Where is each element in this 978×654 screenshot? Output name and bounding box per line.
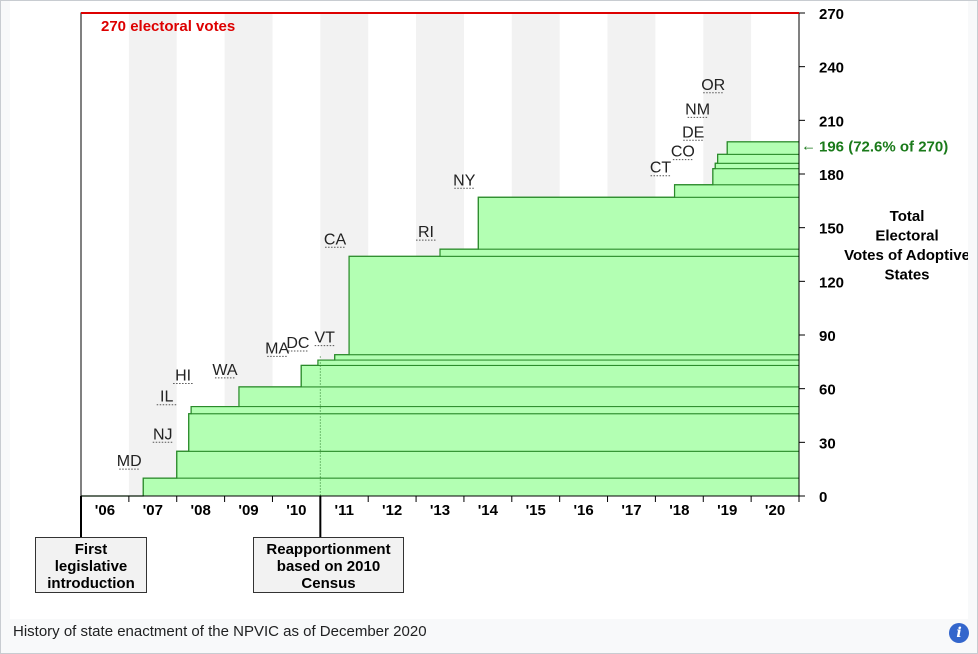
band-co: [712, 168, 800, 186]
y-axis-title-line: Votes of Adoptive: [844, 247, 968, 264]
state-label-nj: NJ: [153, 426, 173, 443]
year-stripe: [128, 13, 177, 496]
state-label-il: IL: [160, 389, 173, 406]
state-label-wa: WA: [212, 362, 238, 379]
y-tick-label: 240: [819, 60, 844, 77]
x-tick-label: '17: [621, 502, 641, 519]
cumulative-step-line: [81, 141, 799, 497]
current-arrow: ←: [801, 137, 816, 154]
state-label-hi: HI: [175, 368, 191, 385]
x-tick-label: '20: [765, 502, 785, 519]
current-value-label: 196 (72.6% of 270): [819, 138, 948, 155]
state-label-nm: NM: [685, 101, 710, 118]
band-md: [142, 477, 800, 497]
target-label: 270 electoral votes: [101, 18, 235, 35]
band-wa: [238, 386, 800, 408]
band-ca: [348, 255, 800, 356]
band-il: [188, 413, 800, 452]
callout-reapportionment: Reapportionment based on 2010 Census: [253, 537, 404, 593]
y-tick-label: 150: [819, 221, 844, 238]
state-label-vt: VT: [314, 330, 335, 347]
state-label-co: CO: [671, 144, 695, 161]
y-tick-label: 90: [819, 328, 836, 345]
y-axis-title-line: Electoral: [875, 228, 938, 245]
x-tick-label: '13: [430, 502, 450, 519]
band-de: [714, 162, 800, 170]
y-tick-label: 60: [819, 382, 836, 399]
state-label-ca: CA: [324, 231, 347, 248]
x-tick-label: '07: [143, 502, 163, 519]
y-tick-label: 120: [819, 274, 844, 291]
state-label-dc: DC: [286, 335, 309, 352]
y-axis-title-line: States: [884, 267, 929, 284]
band-ny: [477, 196, 800, 250]
y-tick-label: 210: [819, 113, 844, 130]
state-label-ri: RI: [418, 224, 434, 241]
state-label-md: MD: [117, 453, 142, 470]
band-dc: [317, 359, 800, 366]
x-tick-label: '08: [191, 502, 211, 519]
chart-container: MD NJ IL HI WA MA DC VT CA RI NY CT CO DE NM OR 270 elec…: [10, 1, 968, 619]
x-tick-label: '14: [478, 502, 499, 519]
x-tick-label: '19: [717, 502, 737, 519]
x-tick-label: '18: [669, 502, 689, 519]
x-tick-label: '16: [573, 502, 593, 519]
state-label-de: DE: [682, 124, 704, 141]
state-label-ct: CT: [650, 160, 672, 177]
band-vt: [334, 354, 800, 361]
band-ri: [439, 248, 800, 257]
x-tick-label: '10: [286, 502, 306, 519]
band-ct: [674, 184, 800, 198]
x-tick-label: '09: [238, 502, 258, 519]
band-ma: [300, 364, 800, 388]
band-nj: [176, 450, 800, 479]
state-label-ma: MA: [265, 340, 289, 357]
state-label-or: OR: [701, 77, 725, 94]
info-icon[interactable]: i: [949, 623, 969, 643]
callout-first-introduction: First legislative introduction: [35, 537, 147, 593]
y-tick-label: 180: [819, 167, 844, 184]
x-tick-label: '11: [335, 502, 354, 519]
y-axis-title-line: Total: [890, 208, 925, 225]
band-or: [726, 141, 800, 155]
band-hi: [190, 406, 800, 415]
y-tick-label: 0: [819, 489, 827, 506]
x-tick-label: '15: [526, 502, 546, 519]
state-label-ny: NY: [453, 172, 476, 189]
x-tick-label: '12: [382, 502, 402, 519]
x-tick-label: '06: [95, 502, 115, 519]
band-nm: [717, 153, 800, 164]
y-tick-label: 30: [819, 435, 836, 452]
y-tick-label: 270: [819, 6, 844, 23]
figure-caption: History of state enactment of the NPVIC …: [13, 623, 427, 640]
